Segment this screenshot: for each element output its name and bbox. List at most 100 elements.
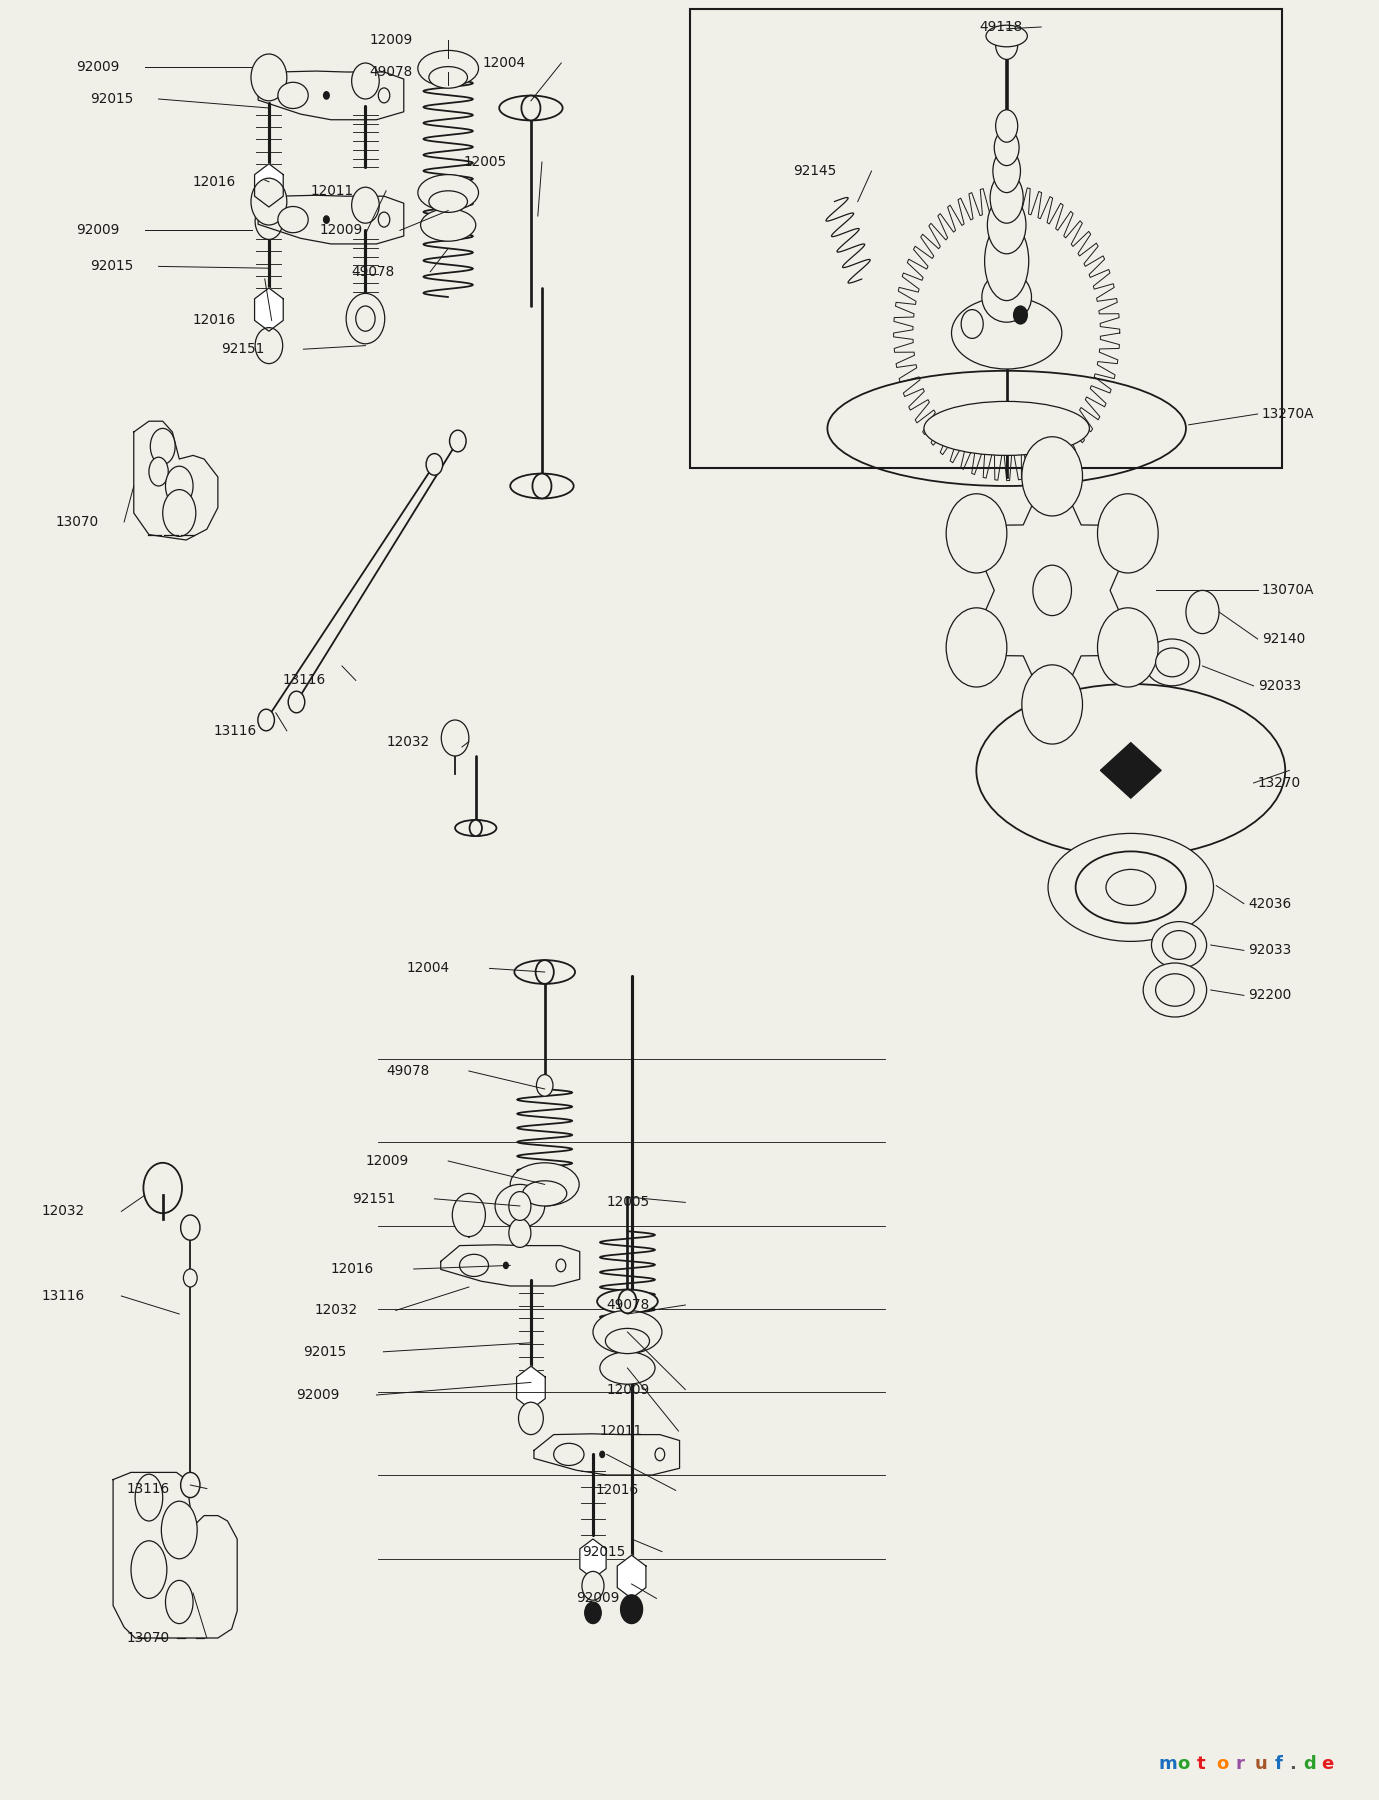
- Text: 12009: 12009: [607, 1382, 650, 1397]
- Ellipse shape: [994, 130, 1019, 166]
- Circle shape: [521, 95, 541, 121]
- Ellipse shape: [459, 1255, 488, 1276]
- Polygon shape: [255, 288, 283, 331]
- Polygon shape: [441, 1246, 579, 1285]
- Text: 92015: 92015: [90, 259, 132, 274]
- Circle shape: [426, 454, 443, 475]
- Circle shape: [255, 203, 283, 239]
- Text: o: o: [1178, 1755, 1190, 1773]
- Text: 12016: 12016: [193, 175, 236, 189]
- Circle shape: [452, 1193, 485, 1237]
- Text: 92033: 92033: [1248, 943, 1291, 958]
- Circle shape: [181, 1472, 200, 1498]
- Text: .: .: [1289, 1755, 1296, 1773]
- Text: 12009: 12009: [320, 223, 363, 238]
- Circle shape: [503, 1262, 509, 1269]
- Text: 12032: 12032: [314, 1303, 357, 1318]
- Text: 13070: 13070: [55, 515, 98, 529]
- Ellipse shape: [985, 221, 1029, 301]
- Ellipse shape: [946, 608, 1007, 688]
- Polygon shape: [517, 1366, 545, 1409]
- Ellipse shape: [996, 110, 1018, 142]
- Ellipse shape: [597, 1289, 658, 1314]
- Text: 12005: 12005: [607, 1195, 650, 1210]
- Polygon shape: [967, 461, 1138, 720]
- Ellipse shape: [163, 490, 196, 536]
- Text: 13116: 13116: [283, 673, 325, 688]
- Circle shape: [509, 1192, 531, 1220]
- Bar: [690, 9, 1282, 468]
- Text: 12009: 12009: [365, 1154, 408, 1168]
- Ellipse shape: [993, 149, 1020, 193]
- Circle shape: [509, 1219, 531, 1247]
- Circle shape: [378, 212, 390, 227]
- Ellipse shape: [523, 1181, 567, 1206]
- Text: 12011: 12011: [600, 1424, 643, 1438]
- Circle shape: [1033, 565, 1071, 616]
- Ellipse shape: [149, 457, 168, 486]
- Text: 42036: 42036: [1248, 896, 1291, 911]
- Text: 13270: 13270: [1258, 776, 1300, 790]
- Ellipse shape: [131, 1541, 167, 1598]
- Text: 12016: 12016: [596, 1483, 638, 1498]
- Ellipse shape: [499, 95, 563, 121]
- Ellipse shape: [976, 684, 1285, 857]
- Circle shape: [378, 88, 390, 103]
- Text: 13116: 13116: [41, 1289, 84, 1303]
- Circle shape: [1186, 590, 1219, 634]
- Circle shape: [1014, 306, 1027, 324]
- Ellipse shape: [429, 191, 467, 212]
- Text: m: m: [1158, 1755, 1178, 1773]
- Text: 12009: 12009: [370, 32, 412, 47]
- Ellipse shape: [1098, 608, 1158, 688]
- Polygon shape: [534, 1435, 680, 1474]
- Circle shape: [288, 691, 305, 713]
- Ellipse shape: [1151, 922, 1207, 968]
- Circle shape: [352, 187, 379, 223]
- Text: 12016: 12016: [193, 313, 236, 328]
- Ellipse shape: [1048, 833, 1214, 941]
- Text: 92200: 92200: [1248, 988, 1291, 1003]
- Circle shape: [251, 178, 287, 225]
- Polygon shape: [1100, 743, 1161, 797]
- Ellipse shape: [1076, 851, 1186, 923]
- Ellipse shape: [455, 821, 496, 837]
- Text: t: t: [1197, 1755, 1205, 1773]
- Ellipse shape: [418, 175, 479, 211]
- Text: 92145: 92145: [793, 164, 836, 178]
- Ellipse shape: [418, 50, 479, 86]
- Ellipse shape: [593, 1310, 662, 1354]
- Circle shape: [600, 1451, 604, 1458]
- Text: 13070A: 13070A: [1262, 583, 1314, 598]
- Text: 49078: 49078: [352, 265, 394, 279]
- Text: 13116: 13116: [214, 724, 256, 738]
- Ellipse shape: [1162, 931, 1196, 959]
- Text: 13270A: 13270A: [1262, 407, 1314, 421]
- Text: f: f: [1274, 1755, 1282, 1773]
- Text: 12011: 12011: [310, 184, 353, 198]
- Circle shape: [556, 1258, 565, 1273]
- Polygon shape: [134, 421, 218, 540]
- Circle shape: [324, 216, 330, 223]
- Circle shape: [258, 709, 274, 731]
- Text: 13070: 13070: [127, 1631, 170, 1645]
- Circle shape: [535, 959, 554, 985]
- Text: 92015: 92015: [582, 1544, 625, 1559]
- Ellipse shape: [982, 272, 1031, 322]
- Circle shape: [183, 1269, 197, 1287]
- Circle shape: [618, 1289, 637, 1314]
- Circle shape: [532, 473, 552, 499]
- Text: d: d: [1303, 1755, 1316, 1773]
- Circle shape: [996, 31, 1018, 59]
- Text: o: o: [1216, 1755, 1229, 1773]
- Ellipse shape: [1145, 639, 1200, 686]
- Ellipse shape: [135, 1474, 163, 1521]
- Ellipse shape: [150, 428, 175, 464]
- Ellipse shape: [429, 67, 467, 88]
- Ellipse shape: [605, 1328, 650, 1354]
- Ellipse shape: [1143, 963, 1207, 1017]
- Ellipse shape: [1098, 493, 1158, 572]
- Circle shape: [655, 1447, 665, 1462]
- Text: 12004: 12004: [483, 56, 525, 70]
- Circle shape: [536, 1075, 553, 1096]
